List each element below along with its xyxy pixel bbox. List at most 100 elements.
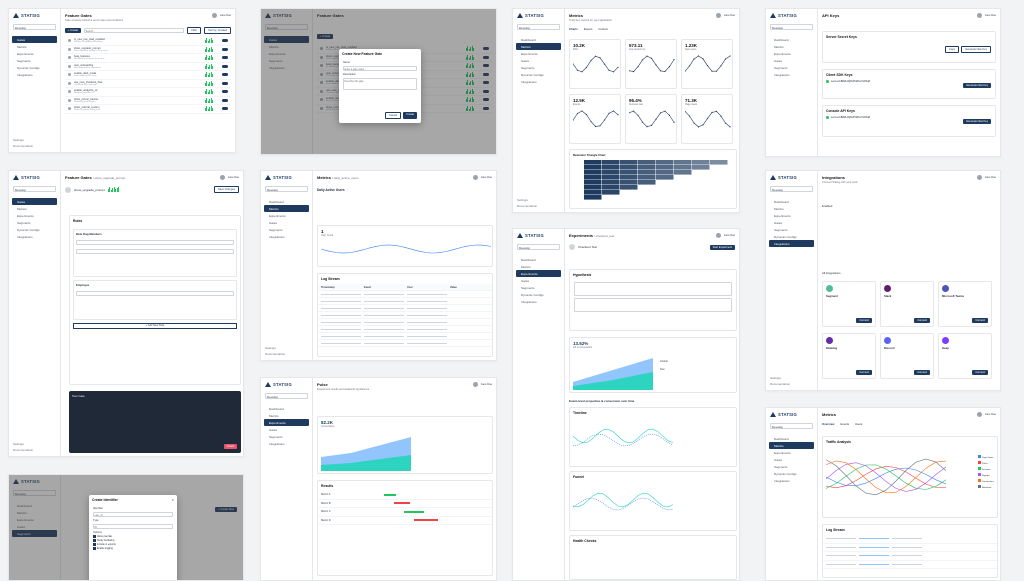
confirm-create-button[interactable]: Create: [403, 112, 417, 119]
generate-client-key-button[interactable]: Generate New Key: [963, 83, 991, 88]
create-new-button[interactable]: + Create New: [215, 507, 237, 512]
sidebar-item-experiments[interactable]: Experiments: [516, 270, 561, 277]
sidebar-item-integrations[interactable]: Integrations: [17, 72, 33, 77]
sidebar-item-segments[interactable]: Segments: [521, 65, 535, 70]
sidebar-item-metrics[interactable]: Metrics: [269, 413, 279, 418]
sidebar-item-experiments[interactable]: Experiments: [17, 213, 34, 218]
gate-toggle[interactable]: [483, 47, 489, 51]
sidebar-item-gates[interactable]: Gates: [12, 36, 57, 43]
sidebar-item-experiments[interactable]: Experiments: [264, 419, 309, 426]
create-gate-button[interactable]: + Create: [317, 34, 334, 39]
cancel-button[interactable]: Cancel: [385, 112, 402, 119]
sidebar-item-segments[interactable]: Segments: [12, 530, 57, 537]
hypothesis-metric[interactable]: [574, 298, 732, 312]
sidebar-item-dynamic-configs[interactable]: Dynamic Configs: [774, 234, 797, 239]
connect-button[interactable]: Connect: [914, 370, 930, 375]
project-select[interactable]: Develop: [770, 186, 813, 192]
gate-toggle[interactable]: [222, 56, 228, 60]
desc-input[interactable]: Describe this gate: [343, 78, 417, 90]
option-item[interactable]: Sticky bucketing: [93, 539, 173, 542]
gate-toggle[interactable]: [222, 107, 228, 111]
sidebar-item-integrations[interactable]: Integrations: [269, 234, 285, 239]
rule-condition[interactable]: [76, 249, 234, 254]
copy-button[interactable]: Copy: [945, 46, 960, 53]
gate-toggle[interactable]: [222, 98, 228, 102]
sidebar-item-segments[interactable]: Segments: [521, 285, 535, 290]
start-experiment-button[interactable]: Start Experiment: [709, 244, 735, 250]
legend-item[interactable]: Signups: [977, 473, 994, 479]
legend-item[interactable]: Clicks: [977, 461, 994, 467]
sidebar-item-experiments[interactable]: Experiments: [269, 51, 286, 56]
sort-button[interactable]: Sort by: Created: [204, 27, 231, 34]
gate-toggle[interactable]: [483, 89, 489, 93]
user-menu[interactable]: Jane Doe: [976, 412, 996, 417]
sidebar-item-metrics[interactable]: Metrics: [17, 510, 27, 515]
sidebar-item-dynamic-configs[interactable]: Dynamic Configs: [17, 227, 40, 232]
sidebar-item-experiments[interactable]: Experiments: [521, 51, 538, 56]
user-menu[interactable]: Jane Doe: [976, 13, 996, 18]
checkbox-icon[interactable]: [93, 539, 96, 542]
legend-item[interactable]: Page Views: [977, 455, 994, 461]
legend-item[interactable]: Sessions: [977, 467, 994, 473]
option-item[interactable]: Enable logging: [93, 547, 173, 550]
sidebar-item-dashboard[interactable]: Dashboard: [774, 199, 789, 204]
save-button[interactable]: Save Changes: [213, 186, 239, 193]
gate-toggle[interactable]: [222, 47, 228, 51]
generate-key-button[interactable]: Generate New Key: [961, 46, 991, 53]
sidebar-item-segments[interactable]: Segments: [774, 65, 788, 70]
sidebar-item-gates[interactable]: Gates: [12, 198, 57, 205]
documentation-link[interactable]: Documentation: [13, 144, 34, 148]
sidebar-item-experiments[interactable]: Experiments: [17, 51, 34, 56]
sidebar-item-dashboard[interactable]: Dashboard: [521, 37, 536, 42]
settings-link[interactable]: Settings: [13, 442, 24, 446]
user-menu[interactable]: Jane Doe: [472, 382, 492, 387]
project-select[interactable]: Develop: [517, 244, 560, 250]
user-menu[interactable]: Jane Doe: [715, 13, 735, 18]
user-menu[interactable]: Jane Doe: [976, 175, 996, 180]
sidebar-item-integrations[interactable]: Integrations: [769, 240, 814, 247]
rule-condition[interactable]: [76, 240, 234, 245]
checkbox-icon[interactable]: [93, 535, 96, 538]
sidebar-item-metrics[interactable]: Metrics: [17, 206, 27, 211]
sidebar-item-metrics[interactable]: Metrics: [769, 442, 814, 449]
checkbox-icon[interactable]: [93, 547, 96, 550]
sidebar-item-segments[interactable]: Segments: [17, 58, 31, 63]
rule-condition[interactable]: [76, 291, 234, 296]
sidebar-item-segments[interactable]: Segments: [269, 227, 283, 232]
gate-toggle[interactable]: [222, 81, 228, 85]
gate-toggle[interactable]: [483, 98, 489, 102]
sidebar-item-gates[interactable]: Gates: [17, 524, 26, 529]
gate-row[interactable]: show_referral_system Referral system entr…: [65, 105, 231, 114]
sidebar-item-dashboard[interactable]: Dashboard: [774, 436, 789, 441]
sidebar-item-gates[interactable]: Gates: [774, 457, 783, 462]
sidebar-item-integrations[interactable]: Integrations: [521, 79, 537, 84]
gate-toggle[interactable]: [483, 55, 489, 59]
gate-row[interactable]: enable_analytics_v2 Analytics pipeline v2: [65, 88, 231, 97]
check-button[interactable]: Check: [223, 444, 237, 449]
sidebar-item-dashboard[interactable]: Dashboard: [269, 406, 284, 411]
project-select[interactable]: Develop: [770, 423, 813, 429]
sidebar-item-experiments[interactable]: Experiments: [17, 517, 34, 522]
sidebar-item-metrics[interactable]: Metrics: [521, 264, 531, 269]
connect-button[interactable]: Connect: [856, 318, 872, 323]
documentation-link[interactable]: Documentation: [265, 352, 286, 356]
gate-toggle[interactable]: [222, 39, 228, 43]
user-menu[interactable]: Jane Doe: [472, 175, 492, 180]
project-select[interactable]: Develop: [13, 186, 56, 192]
project-select[interactable]: Develop: [517, 24, 560, 30]
user-menu[interactable]: Jane Doe: [715, 233, 735, 238]
connect-button[interactable]: Connect: [856, 370, 872, 375]
sidebar-item-integrations[interactable]: Integrations: [269, 65, 285, 70]
sidebar-item-metrics[interactable]: Metrics: [264, 205, 309, 212]
connect-button[interactable]: Connect: [914, 318, 930, 323]
sidebar-item-segments[interactable]: Segments: [774, 227, 788, 232]
sidebar-item-dashboard[interactable]: Dashboard: [521, 257, 536, 262]
sidebar-item-metrics[interactable]: Metrics: [269, 44, 279, 49]
user-menu[interactable]: Jane Doe: [211, 13, 231, 18]
option-item[interactable]: Allow override: [93, 535, 173, 538]
sidebar-item-dashboard[interactable]: Dashboard: [17, 503, 32, 508]
tab-events[interactable]: Events: [583, 27, 593, 31]
project-select[interactable]: Develop: [265, 24, 308, 30]
